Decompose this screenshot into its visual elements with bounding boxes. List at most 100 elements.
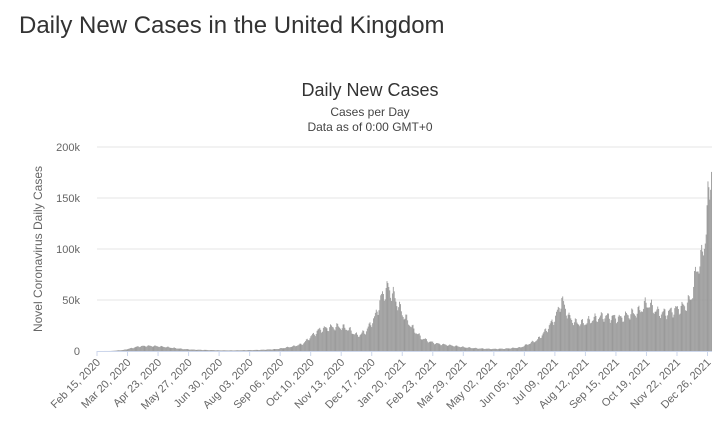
daily-case-bar: [668, 309, 670, 351]
daily-case-bar: [655, 311, 657, 351]
daily-case-bar: [195, 349, 197, 351]
daily-case-bar: [503, 349, 505, 351]
daily-case-bar: [596, 321, 598, 351]
daily-case-bar: [542, 333, 544, 351]
daily-case-bar: [125, 349, 127, 351]
daily-case-bar: [433, 343, 435, 351]
daily-case-bar: [528, 344, 530, 351]
daily-case-bar: [370, 325, 372, 351]
daily-case-bar: [486, 348, 487, 351]
daily-case-bar: [165, 347, 167, 351]
daily-case-bar: [339, 328, 341, 351]
daily-case-bar: [456, 345, 458, 351]
daily-case-bar: [512, 347, 513, 351]
daily-case-bar: [446, 345, 448, 351]
daily-case-bar: [686, 310, 687, 351]
daily-case-bar: [314, 336, 316, 351]
daily-case-bar: [167, 346, 169, 351]
daily-case-bar: [131, 347, 132, 351]
daily-case-bar: [472, 348, 474, 351]
daily-case-bar: [151, 346, 153, 351]
daily-case-bar: [603, 321, 605, 351]
daily-case-bar: [634, 314, 635, 351]
daily-case-bar: [642, 308, 644, 351]
daily-case-bar: [618, 314, 620, 351]
daily-case-bar: [651, 305, 653, 351]
daily-case-bar: [227, 350, 229, 351]
daily-case-bar: [321, 332, 323, 351]
daily-case-bar: [570, 318, 572, 351]
daily-case-bar: [693, 286, 695, 351]
daily-case-bar: [263, 349, 265, 351]
daily-case-bar: [162, 346, 164, 351]
daily-case-bar: [536, 340, 538, 351]
daily-case-bar: [135, 346, 137, 351]
daily-case-bar: [705, 234, 707, 351]
daily-case-bar: [149, 345, 151, 351]
daily-case-bar: [224, 350, 226, 351]
daily-case-bar: [323, 326, 325, 351]
daily-case-bar: [576, 322, 578, 351]
daily-case-bar: [639, 310, 641, 351]
daily-case-bar: [508, 348, 510, 351]
daily-case-bar: [211, 350, 213, 351]
daily-case-bar: [344, 327, 346, 351]
daily-case-bar: [565, 315, 567, 351]
daily-case-bar: [611, 315, 613, 351]
daily-case-bar: [447, 345, 449, 351]
y-tick-label: 150k: [56, 193, 80, 205]
daily-case-bar: [421, 339, 423, 351]
chart-title: Daily New Cases: [301, 80, 438, 100]
daily-case-bar: [153, 345, 155, 351]
daily-case-bar: [374, 312, 376, 351]
daily-case-bar: [188, 349, 190, 351]
daily-case-bar: [605, 315, 607, 351]
daily-case-bar: [439, 344, 441, 351]
daily-case-bar: [199, 349, 201, 351]
daily-case-bar: [513, 347, 515, 351]
daily-case-bar: [179, 348, 181, 351]
daily-case-bar: [160, 345, 162, 351]
daily-case-bar: [326, 328, 328, 351]
daily-case-bar: [210, 349, 212, 351]
daily-case-bar: [684, 306, 686, 351]
daily-case-bar: [272, 349, 274, 351]
daily-case-bar: [640, 312, 642, 351]
daily-case-bar: [196, 349, 198, 351]
daily-case-bar: [404, 318, 406, 351]
daily-case-bar: [382, 294, 384, 351]
daily-case-bar: [617, 316, 619, 351]
daily-case-bar: [359, 335, 361, 351]
daily-case-bar: [386, 281, 388, 351]
daily-case-bar: [268, 349, 270, 351]
daily-case-bar: [452, 345, 453, 351]
daily-case-bar: [478, 348, 480, 351]
daily-case-bar: [656, 309, 658, 351]
daily-case-bar: [394, 298, 396, 351]
daily-case-bar: [208, 350, 210, 351]
daily-case-bar: [632, 309, 634, 351]
daily-case-bar: [685, 310, 687, 351]
daily-case-bar: [365, 331, 367, 351]
daily-case-bar: [261, 349, 262, 351]
daily-case-bar: [358, 336, 360, 351]
page-title: Daily New Cases in the United Kingdom: [19, 12, 445, 39]
daily-case-bar: [300, 343, 302, 351]
daily-case-bar: [504, 348, 505, 351]
daily-case-bar: [218, 350, 219, 351]
daily-case-bar: [629, 319, 631, 351]
daily-case-bar: [350, 330, 352, 351]
daily-case-bar: [572, 322, 574, 351]
daily-case-bar: [483, 348, 485, 351]
daily-case-bar: [371, 327, 373, 351]
daily-case-bar: [148, 345, 150, 351]
daily-case-bar: [681, 301, 683, 351]
daily-case-bar: [242, 350, 244, 351]
daily-case-bar: [119, 350, 121, 351]
daily-case-bar: [543, 331, 545, 351]
daily-case-bar: [573, 325, 574, 351]
daily-case-bar: [375, 309, 377, 351]
daily-case-bar: [353, 334, 355, 351]
chart-bars: [97, 171, 713, 351]
daily-case-bar: [521, 347, 522, 351]
